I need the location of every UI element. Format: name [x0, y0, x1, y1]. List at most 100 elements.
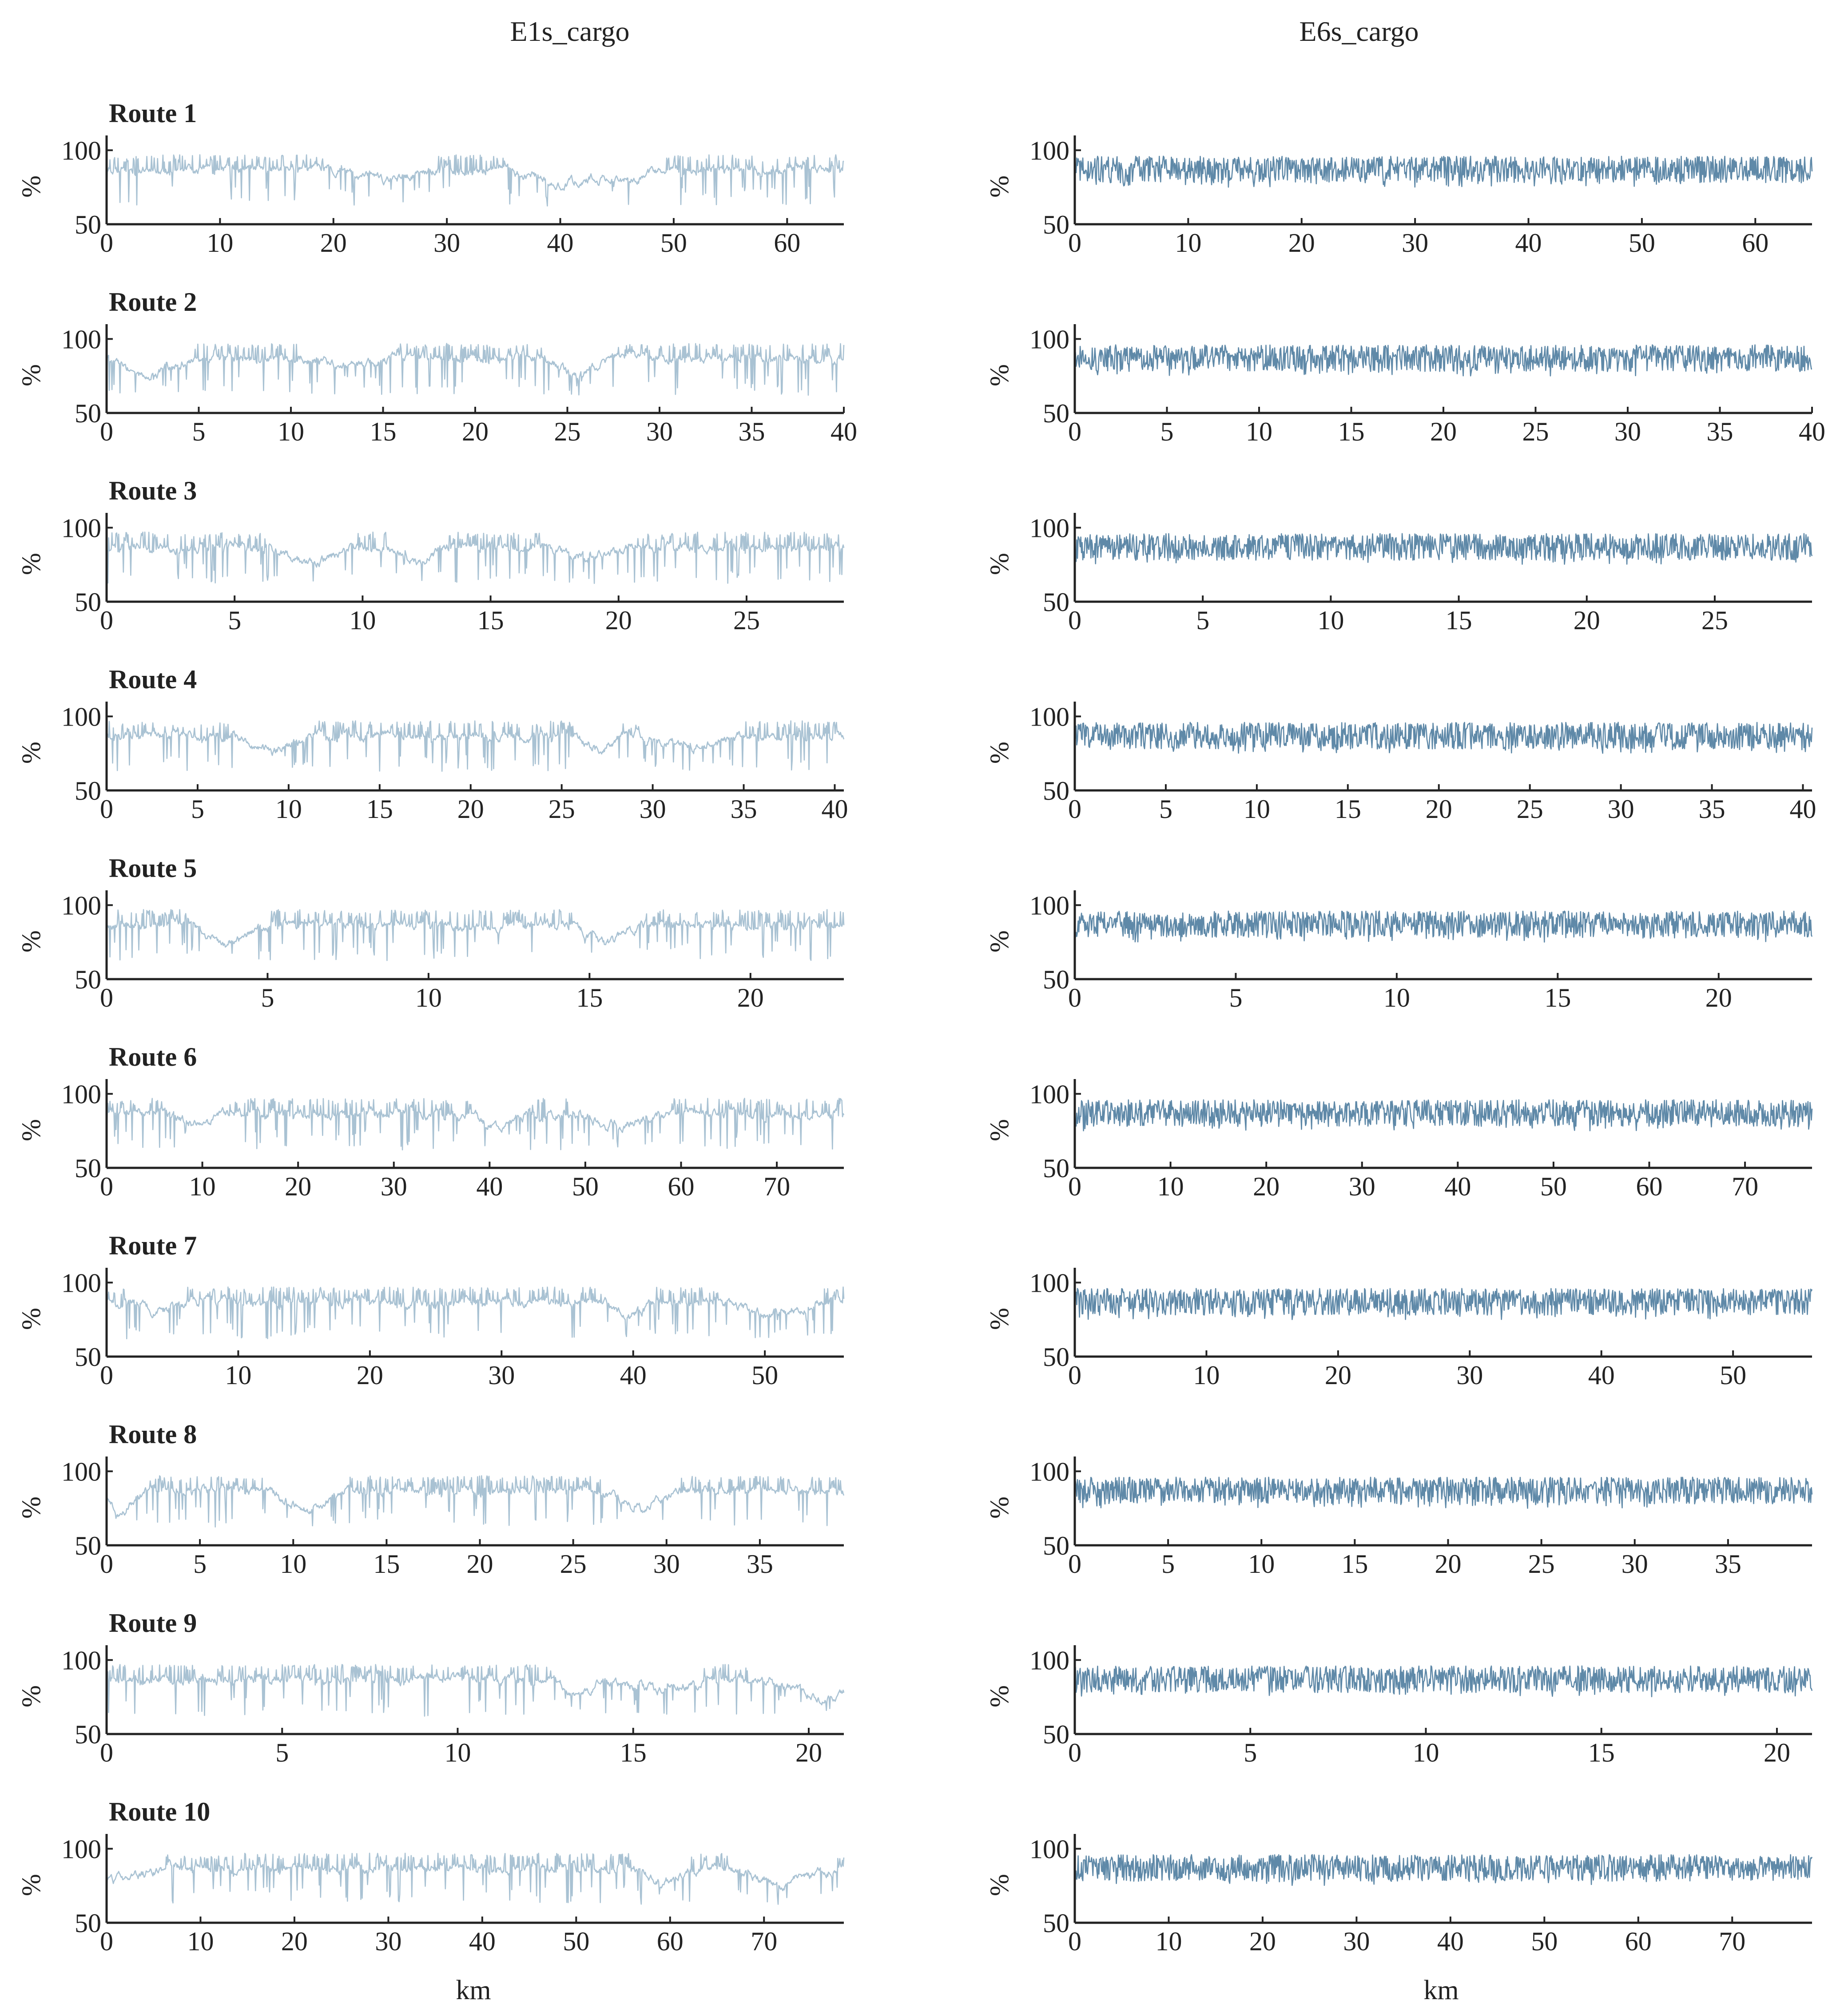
x-tick-label: 10 — [1244, 794, 1270, 824]
x-tick-label: 50 — [1540, 1172, 1567, 1201]
x-tick-label: 35 — [1707, 417, 1733, 446]
y-axis-label: % — [985, 1308, 1014, 1330]
y-tick-label: 50 — [1043, 965, 1069, 994]
x-tick-label: 5 — [191, 794, 204, 824]
x-tick-label: 40 — [469, 1927, 496, 1956]
x-tick-label: 5 — [193, 1549, 207, 1579]
x-tick-label: 5 — [1159, 794, 1172, 824]
y-tick-label: 100 — [1029, 1268, 1069, 1298]
x-tick-label: 40 — [547, 228, 574, 258]
series-line-e1s — [106, 343, 845, 396]
x-tick-label: 10 — [187, 1927, 214, 1956]
x-tick-label: 5 — [1229, 983, 1242, 1012]
x-tick-label: 20 — [457, 794, 484, 824]
panel-route-4-e1s: Route 4 50 100% 0 5 10 15 20 25 30 35 40 — [16, 665, 848, 824]
x-tick-label: 20 — [1325, 1361, 1351, 1390]
y-axis-label: % — [16, 553, 46, 575]
y-tick-label: 50 — [75, 965, 101, 994]
y-tick-label: 100 — [1029, 1079, 1069, 1109]
y-tick-label: 100 — [61, 1457, 101, 1486]
panel-route-5-e1s: Route 5 50 100% 0 5 10 15 20 — [16, 853, 845, 1012]
y-tick-label: 100 — [1029, 1834, 1069, 1864]
panel-route-10-e6s: 50 100% 0 10 20 30 40 50 60 70 — [985, 1834, 1813, 1956]
y-tick-label: 50 — [1043, 1720, 1069, 1749]
x-tick-label: 30 — [1621, 1549, 1648, 1579]
series-line-e6s — [1074, 1665, 1813, 1698]
x-tick-label: 30 — [646, 417, 673, 446]
x-tick-label: 5 — [261, 983, 274, 1012]
x-tick-label: 70 — [763, 1172, 790, 1201]
x-tick-label: 0 — [1068, 794, 1081, 824]
column-title-e1s: E1s_cargo — [510, 16, 630, 47]
x-axis-label-right: km — [1423, 1975, 1459, 2005]
x-tick-label: 25 — [1528, 1549, 1555, 1579]
x-tick-label: 20 — [467, 1549, 493, 1579]
x-tick-label: 5 — [275, 1738, 289, 1767]
x-tick-label: 25 — [548, 794, 575, 824]
x-tick-label: 20 — [1253, 1172, 1280, 1201]
x-tick-label: 10 — [1383, 983, 1410, 1012]
route-title: Route 10 — [109, 1797, 210, 1826]
series-line-e1s — [106, 1853, 845, 1905]
x-tick-label: 20 — [737, 983, 764, 1012]
x-tick-label: 0 — [100, 606, 113, 635]
x-tick-label: 40 — [620, 1361, 647, 1390]
y-tick-label: 50 — [75, 1342, 101, 1372]
x-tick-label: 40 — [1588, 1361, 1615, 1390]
x-tick-label: 50 — [1720, 1361, 1746, 1390]
x-tick-label: 40 — [1515, 228, 1542, 258]
y-tick-label: 50 — [1043, 1909, 1069, 1938]
x-tick-label: 50 — [572, 1172, 599, 1201]
route-title: Route 4 — [109, 665, 197, 694]
x-tick-label: 50 — [660, 228, 687, 258]
x-tick-label: 35 — [739, 417, 765, 446]
x-tick-label: 25 — [554, 417, 581, 446]
series-line-e6s — [1074, 1288, 1813, 1320]
x-tick-label: 40 — [822, 794, 848, 824]
x-tick-label: 25 — [1522, 417, 1549, 446]
x-tick-label: 50 — [563, 1927, 589, 1956]
x-tick-label: 40 — [831, 417, 857, 446]
x-tick-label: 5 — [1161, 1549, 1175, 1579]
x-tick-label: 30 — [1614, 417, 1641, 446]
x-tick-label: 15 — [1341, 1549, 1368, 1579]
x-tick-label: 0 — [1068, 1361, 1081, 1390]
y-tick-label: 100 — [61, 1079, 101, 1109]
y-tick-label: 50 — [1043, 1342, 1069, 1372]
x-tick-label: 10 — [1246, 417, 1272, 446]
panel-route-1-e1s: Route 1 50 100% 0 10 20 30 40 50 60 — [16, 99, 844, 258]
route-title: Route 6 — [109, 1042, 197, 1071]
x-tick-label: 15 — [370, 417, 397, 446]
x-tick-label: 15 — [620, 1738, 647, 1767]
panel-route-7-e6s: 50 100% 0 10 20 30 40 50 — [985, 1268, 1813, 1390]
series-line-e1s — [106, 1475, 845, 1528]
y-axis-label: % — [16, 742, 46, 764]
y-tick-label: 100 — [61, 136, 101, 165]
y-axis-label: % — [985, 1685, 1014, 1707]
y-tick-label: 100 — [61, 702, 101, 731]
route-title: Route 5 — [109, 853, 197, 883]
y-axis-label: % — [985, 1119, 1014, 1141]
x-tick-label: 70 — [1732, 1172, 1758, 1201]
x-tick-label: 15 — [1446, 606, 1472, 635]
x-tick-label: 15 — [1544, 983, 1571, 1012]
x-tick-label: 0 — [1068, 1549, 1081, 1579]
y-axis-label: % — [985, 364, 1014, 386]
route-title: Route 8 — [109, 1420, 197, 1449]
x-tick-label: 20 — [605, 606, 632, 635]
x-tick-label: 0 — [100, 1549, 113, 1579]
x-tick-label: 15 — [1588, 1738, 1615, 1767]
x-tick-label: 40 — [1799, 417, 1825, 446]
y-tick-label: 100 — [61, 325, 101, 354]
y-axis-label: % — [16, 1308, 46, 1330]
column-title-e6s: E6s_cargo — [1300, 16, 1419, 47]
x-tick-label: 60 — [1742, 228, 1768, 258]
x-tick-label: 20 — [320, 228, 347, 258]
y-tick-label: 50 — [75, 587, 101, 617]
series-line-e1s — [106, 154, 844, 207]
y-tick-label: 100 — [61, 891, 101, 920]
x-tick-label: 10 — [278, 417, 304, 446]
y-axis-label: % — [16, 930, 46, 952]
x-tick-label: 60 — [774, 228, 800, 258]
